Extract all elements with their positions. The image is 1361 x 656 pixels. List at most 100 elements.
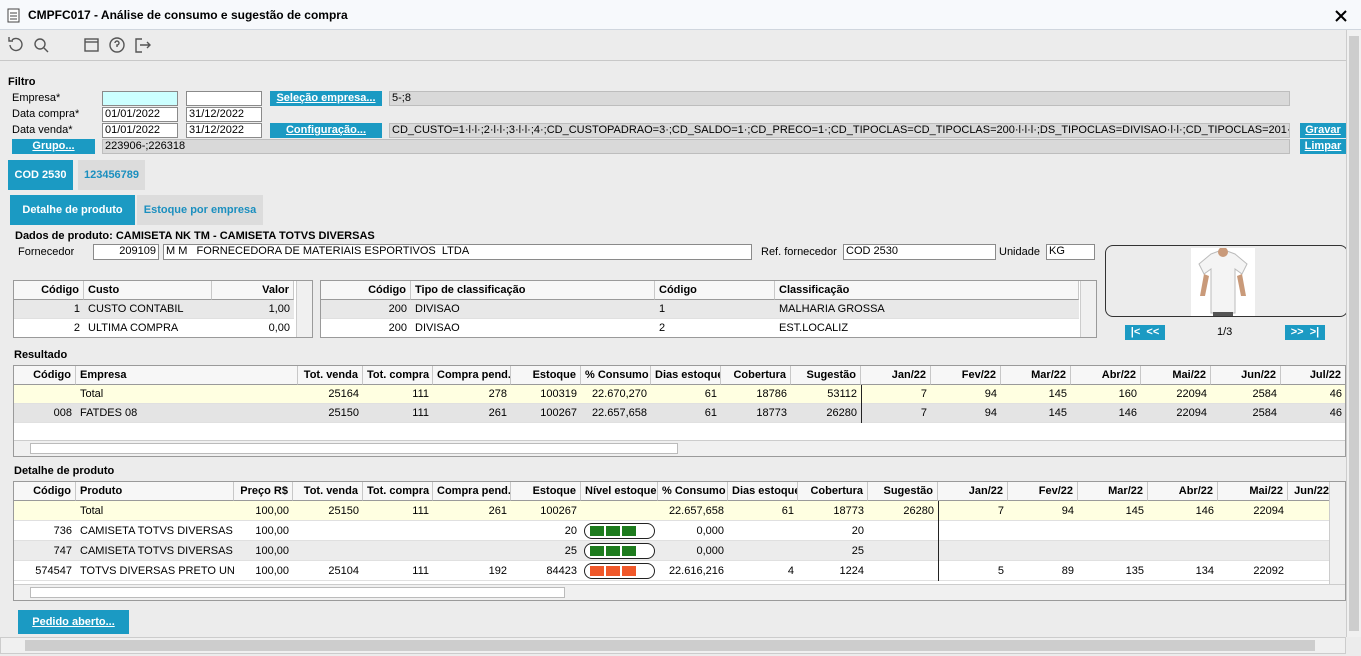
nav-label: << <box>1146 326 1160 338</box>
level-segment <box>590 566 604 576</box>
column-header: Estoque <box>511 482 581 501</box>
table-cell: 135 <box>1125 565 1144 577</box>
column-header: Mar/22 <box>1078 482 1148 501</box>
table-cell: 200 <box>388 322 407 334</box>
table-cell: 18773 <box>833 505 864 517</box>
column-header: Código <box>14 366 76 385</box>
button[interactable]: Configuração... <box>270 123 382 138</box>
table-cell: 26280 <box>903 505 934 517</box>
empresa-input-2[interactable] <box>186 91 262 106</box>
ref-field[interactable]: COD 2530 <box>843 244 996 260</box>
subtab[interactable]: Estoque por empresa <box>137 195 263 225</box>
level-segment <box>606 566 620 576</box>
v-scrollbar[interactable] <box>296 281 312 337</box>
column-header: Tot. venda <box>298 366 363 385</box>
table-cell: 18773 <box>756 407 787 419</box>
tab[interactable]: COD 2530 <box>8 160 73 190</box>
close-button[interactable] <box>1335 10 1347 22</box>
table-cell: 200 <box>388 303 407 315</box>
h-scrollbar[interactable] <box>0 637 1346 654</box>
unit-field[interactable]: KG <box>1046 244 1095 260</box>
table-cell: 1,00 <box>268 303 290 315</box>
v-scrollbar[interactable] <box>1329 482 1345 584</box>
v-scrollbar[interactable] <box>1080 281 1096 337</box>
table-cell: 278 <box>488 388 507 400</box>
data-table: Código Empresa Tot. venda Tot. compra Compra… <box>13 365 1346 457</box>
calendar-icon[interactable] <box>84 38 99 52</box>
button[interactable]: Pedido aberto... <box>18 610 129 634</box>
h-scrollbar[interactable] <box>14 440 1345 456</box>
table-row[interactable] <box>14 385 1345 404</box>
table-cell: 145 <box>1125 505 1144 517</box>
table-cell: 22094 <box>1176 407 1207 419</box>
date-input[interactable]: 01/01/2022 <box>102 123 178 138</box>
app-icon <box>7 8 20 23</box>
exit-icon[interactable] <box>135 38 151 53</box>
table-row[interactable] <box>14 521 1334 541</box>
supplier-code[interactable]: 209109 <box>93 244 159 260</box>
data-table: Código Custo Valor 1 CUSTO CONTABIL 1,00 2 ULTI… <box>13 280 313 338</box>
nav-button[interactable]: |< << <box>1125 325 1165 340</box>
table-row[interactable] <box>14 404 1345 423</box>
column-header: Cobertura <box>798 482 868 501</box>
date-input[interactable]: 31/12/2022 <box>186 123 262 138</box>
v-scrollbar[interactable] <box>1346 30 1361 637</box>
subtab[interactable]: Detalhe de produto <box>10 195 135 225</box>
button[interactable]: Seleção empresa... <box>270 91 382 106</box>
image-box <box>1105 245 1348 317</box>
table-row[interactable] <box>321 319 1079 337</box>
scroll-thumb[interactable] <box>1349 36 1359 631</box>
nav-button[interactable]: >> >| <box>1285 325 1325 340</box>
date-input[interactable]: 31/12/2022 <box>186 107 262 122</box>
table-cell: 22.657,658 <box>668 505 724 517</box>
scroll-thumb[interactable] <box>30 443 678 454</box>
tab[interactable]: 123456789 <box>78 160 145 190</box>
readonly-field: CD_CUSTO=1·l·l·;2·l·l·;3·l·l·;4·;CD_CUST… <box>389 123 1290 138</box>
table-row[interactable] <box>14 501 1334 521</box>
table-cell: 0,00 <box>268 322 290 334</box>
table-cell: 192 <box>488 565 507 577</box>
filter-title: Filtro <box>8 76 36 88</box>
table-cell: Total <box>80 505 104 517</box>
table-cell: 261 <box>488 407 507 419</box>
h-scrollbar[interactable] <box>14 584 1345 600</box>
table-row[interactable] <box>14 319 294 337</box>
column-header: Empresa <box>76 366 298 385</box>
button[interactable]: Limpar <box>1300 139 1346 154</box>
table-row[interactable] <box>14 561 1334 581</box>
scroll-thumb[interactable] <box>25 640 1315 651</box>
column-header: % Consumo <box>658 482 728 501</box>
table-cell: 20 <box>564 525 577 537</box>
column-header: Sugestão <box>868 482 938 501</box>
table-cell: EST.LOCALIZ <box>779 322 849 334</box>
help-icon[interactable] <box>109 37 125 53</box>
table-row[interactable] <box>321 300 1079 319</box>
button[interactable]: Grupo... <box>12 139 95 154</box>
table-cell: 146 <box>1118 407 1137 419</box>
search-icon[interactable] <box>34 38 46 50</box>
refresh-icon[interactable] <box>9 37 23 52</box>
nav-label: |< <box>1130 326 1141 338</box>
table-cell: 1 <box>659 303 666 315</box>
button[interactable]: Gravar <box>1300 123 1346 138</box>
column-header: Produto <box>76 482 234 501</box>
supplier-name[interactable]: M M FORNECEDORA DE MATERIAIS ESPORTIVOS … <box>163 244 752 260</box>
readonly-field: 223906-;226318 <box>102 139 1290 154</box>
field-label: Unidade <box>999 246 1040 258</box>
table-cell: 0,000 <box>696 545 724 557</box>
field-label: Fornecedor <box>18 246 75 258</box>
table-cell: 100267 <box>540 505 577 517</box>
date-input[interactable]: 01/01/2022 <box>102 107 178 122</box>
table-cell: 94 <box>984 388 997 400</box>
stock-level <box>584 563 655 579</box>
table-row[interactable] <box>14 300 294 319</box>
scroll-thumb[interactable] <box>30 587 565 598</box>
frozen-divider <box>861 385 862 423</box>
table-cell: 111 <box>412 388 429 400</box>
stock-level <box>584 543 655 559</box>
column-header: Nível estoque <box>581 482 658 501</box>
empresa-input[interactable] <box>102 91 178 106</box>
level-segment <box>606 546 620 556</box>
column-header: % Consumo <box>581 366 651 385</box>
table-row[interactable] <box>14 541 1334 561</box>
